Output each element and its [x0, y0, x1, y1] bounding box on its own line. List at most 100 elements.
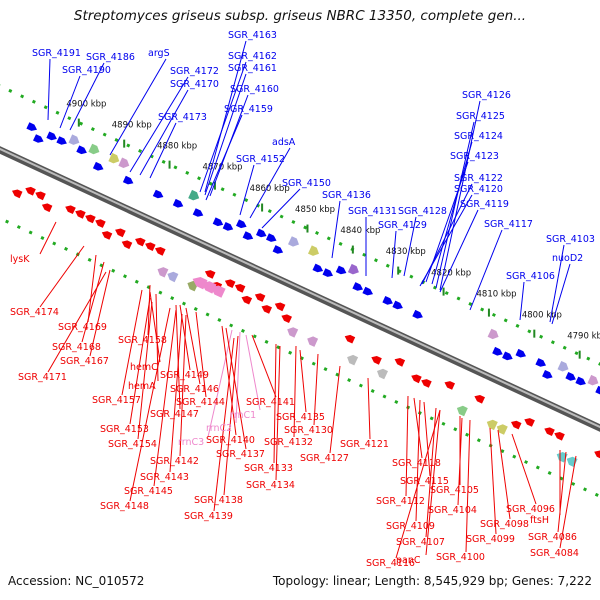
top-leader-line [204, 73, 247, 196]
forward-gene [352, 282, 363, 291]
top-leader-line [129, 76, 189, 173]
gene-label-top: SGR_4162 [228, 51, 277, 62]
forward-gene [565, 372, 576, 381]
gene-label-bottom: SGR_4086 [528, 532, 577, 543]
forward-gene [46, 131, 57, 141]
bottom-leader-line [275, 345, 281, 481]
bottom-leader-line [223, 335, 239, 496]
reverse-gene [274, 302, 286, 312]
gene-label-bottom: SGR_4100 [436, 552, 485, 563]
forward-gene [33, 134, 44, 143]
bottom-leader-line [425, 407, 437, 538]
top-leader-line [239, 164, 255, 216]
bottom-leader-line [251, 334, 277, 398]
forward-gene [256, 228, 267, 238]
forward-gene [492, 346, 503, 356]
bottom-leader-line [87, 254, 97, 323]
top-leader-line [69, 62, 105, 131]
gene-label-bottom: SGR_4171 [18, 372, 67, 383]
feature-box [377, 368, 388, 380]
kbp-label: 4850 kbp [295, 205, 335, 215]
bottom-leader-line [129, 297, 151, 425]
gene-label-bottom: SGR_4133 [244, 463, 293, 474]
reverse-gene [234, 284, 246, 293]
feature-box [68, 134, 80, 145]
top-leader-line [205, 114, 243, 201]
gene-label-bottom: SGR_4118 [392, 458, 441, 469]
gene-label-bottom: SGR_4147 [150, 409, 199, 420]
bottom-leader-line [89, 269, 111, 357]
bottom-leader-line [489, 427, 497, 535]
top-leader-line [403, 216, 417, 277]
bottom-leader-line [39, 221, 57, 255]
bottom-leader-line [423, 401, 431, 477]
forward-gene [222, 222, 234, 231]
gene-label-top: argS [148, 48, 170, 59]
kbp-label: 4870 kbp [202, 162, 242, 172]
bottom-leader-line [457, 417, 463, 506]
gene-label-bottom: hemC [130, 362, 158, 373]
forward-gene [515, 348, 526, 358]
bottom-leader-line [137, 301, 153, 440]
bottom-leader-line [273, 343, 277, 464]
genome-summary-text: Topology: linear; Length: 8,545,929 bp; … [272, 574, 592, 588]
bottom-leader-line [511, 433, 537, 505]
gene-label-bottom: SGR_4127 [300, 453, 349, 464]
bottom-leader-line [293, 345, 297, 438]
gene-label-bottom: SGR_4143 [140, 472, 189, 483]
gene-label-bottom: SGR_4096 [506, 504, 555, 515]
gene-label-bottom: SGR_4135 [276, 412, 325, 423]
gene-label-bottom: SGR_4115 [400, 476, 449, 487]
top-leader-line [331, 200, 341, 259]
kbp-label: 4880 kbp [157, 141, 197, 151]
reverse-gene [95, 219, 106, 228]
forward-gene [122, 175, 134, 185]
reverse-gene [444, 381, 455, 390]
bottom-leader-line [367, 377, 371, 440]
reverse-gene [474, 395, 485, 404]
bottom-leader-line [245, 334, 261, 411]
reverse-gene [25, 186, 36, 196]
gene-label-bottom: ftsH [530, 515, 549, 526]
top-leader-line [204, 40, 247, 193]
bottom-leader-line [179, 314, 187, 457]
top-leader-line [109, 58, 167, 156]
reverse-gene [411, 374, 422, 384]
feature-box [108, 152, 120, 164]
gene-label-top: SGR_4160 [230, 84, 279, 95]
gene-label-top: SGR_4190 [62, 65, 111, 76]
gene-label-bottom: SGR_4149 [160, 370, 209, 381]
gene-label-bottom: SGR_4138 [194, 495, 243, 506]
bottom-leader-line [395, 409, 441, 559]
reverse-gene [394, 358, 406, 367]
forward-gene [362, 286, 373, 296]
forward-gene [56, 136, 67, 145]
forward-gene [26, 122, 37, 131]
bottom-leader-line [81, 261, 105, 343]
forward-gene [575, 376, 586, 386]
reverse-gene [224, 279, 236, 288]
gene-label-bottom: SGR_4174 [10, 307, 59, 318]
gene-label-bottom: SGR_4099 [466, 534, 515, 545]
gene-label-bottom: SGR_4084 [530, 548, 579, 559]
reverse-gene [12, 189, 23, 199]
bottom-leader-line [329, 365, 341, 454]
top-leader-line [149, 122, 177, 179]
page-title: Streptomyces griseus subsp. griseus NBRC… [73, 8, 527, 24]
gene-label-top: SGR_4186 [86, 52, 135, 63]
scale-rail-upper [0, 84, 600, 366]
forward-gene [266, 233, 277, 242]
bottom-leader-line [195, 311, 207, 398]
reverse-gene [241, 295, 253, 305]
gene-label-top: SGR_4172 [170, 66, 219, 77]
reverse-gene [145, 242, 156, 251]
reverse-gene [594, 450, 600, 459]
gene-label-bottom: SGR_4158 [118, 335, 167, 346]
top-leader-line [199, 61, 247, 193]
bottom-leader-line [47, 271, 107, 373]
kbp-label: 4810 kbp [477, 289, 517, 299]
forward-gene [542, 370, 553, 379]
forward-gene [76, 145, 87, 155]
